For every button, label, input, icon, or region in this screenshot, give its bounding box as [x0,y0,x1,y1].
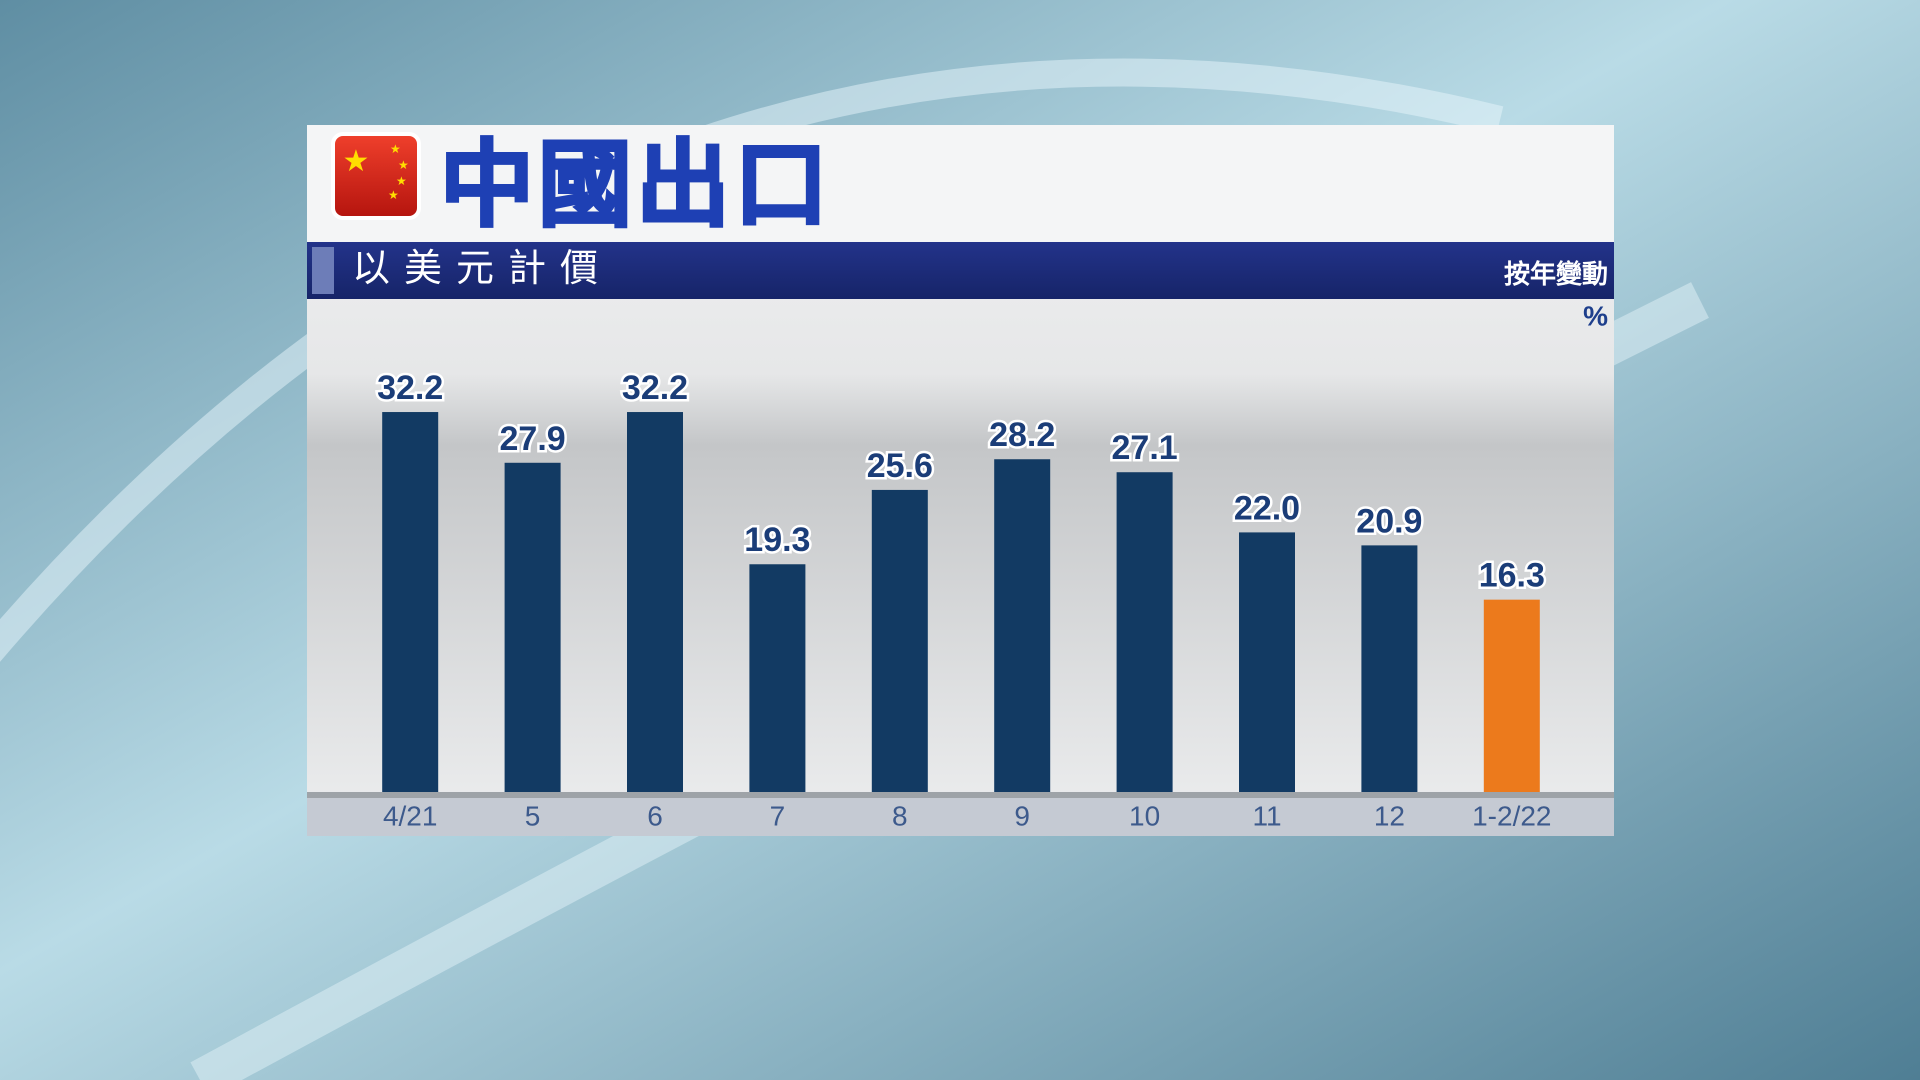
bar [871,489,928,792]
x-tick-label: 11 [1252,800,1281,831]
x-tick-label: 4/21 [383,800,438,831]
value-label: 25.6 [867,447,933,485]
bar [994,459,1051,792]
bar [627,412,683,792]
x-tick-label: 6 [647,800,663,831]
x-tick-label: 1-2/22 [1472,800,1551,831]
y-unit: % [1583,300,1608,331]
bar [1483,599,1540,792]
subtitle: 以美元計價 [352,248,612,290]
flag-star: ★ [390,142,401,156]
y-axis-label: 按年變動 [1504,259,1608,289]
value-label: 28.2 [989,416,1055,454]
bar [382,412,439,792]
flag-star: ★ [388,188,399,202]
x-tick-label: 5 [525,800,541,831]
bar [1239,532,1295,792]
value-label: 27.9 [500,420,566,458]
value-label: 19.3 [744,521,810,559]
title-area [307,125,1614,242]
value-label: 32.2 [622,369,688,407]
flag-star: ★ [343,145,370,178]
bar [504,462,561,792]
bar [1116,472,1173,792]
value-label: 32.2 [377,369,443,407]
x-tick-label: 8 [892,800,908,831]
flag-star: ★ [396,174,407,188]
bar [1361,545,1418,792]
x-tick-label: 7 [770,800,786,831]
baseline [307,792,1614,798]
flag [331,132,421,220]
value-label: 27.1 [1112,429,1178,467]
subtitle-marker [312,247,334,294]
value-label: 22.0 [1234,489,1300,527]
value-label: 20.9 [1356,502,1422,540]
chart-title: 中國出口 [440,132,832,237]
subtitle-band [307,242,1614,299]
value-label: 16.3 [1479,557,1545,595]
x-tick-label: 10 [1129,800,1160,831]
x-tick-label: 12 [1374,800,1405,831]
bar [749,564,806,792]
x-tick-label: 9 [1014,800,1030,831]
category-strip [307,798,1614,836]
flag-star: ★ [398,158,409,172]
